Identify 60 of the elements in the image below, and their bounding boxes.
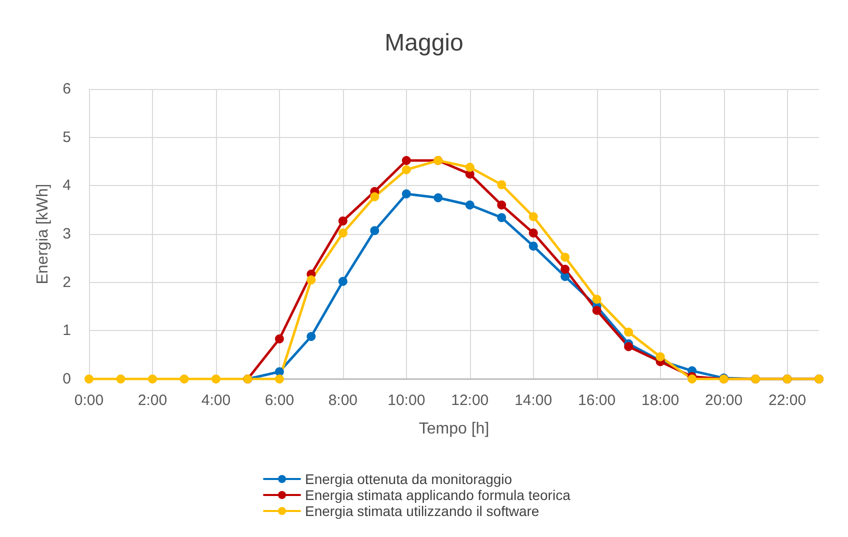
- point: [528, 228, 538, 238]
- x-tick-label: 4:00: [201, 392, 231, 409]
- point: [592, 306, 602, 315]
- y-tick-label: 6: [62, 80, 71, 98]
- x-tick-label: 18:00: [642, 392, 680, 409]
- point: [338, 276, 348, 286]
- point: [434, 193, 443, 202]
- point: [274, 374, 284, 384]
- x-tick-label: 6:00: [264, 392, 294, 409]
- point: [338, 228, 348, 238]
- point: [148, 374, 157, 384]
- x-tick-label: 2:00: [138, 392, 168, 409]
- legend-label: Energia ottenuta da monitoraggio: [305, 471, 512, 487]
- point: [688, 374, 697, 384]
- point: [465, 162, 474, 172]
- point: [497, 200, 506, 210]
- point: [528, 212, 538, 222]
- point: [402, 165, 411, 174]
- point: [465, 200, 474, 210]
- point: [306, 332, 316, 341]
- x-axis-title: Tempo [h]: [418, 420, 490, 438]
- point: [624, 328, 634, 337]
- point: [560, 272, 570, 282]
- point: [84, 374, 94, 384]
- point: [497, 180, 506, 190]
- y-tick-label: 3: [62, 226, 71, 242]
- point: [402, 189, 411, 198]
- point: [560, 264, 570, 274]
- point: [116, 374, 126, 384]
- point: [274, 334, 284, 344]
- x-tick-label: 0:00: [74, 392, 104, 409]
- point: [624, 342, 634, 352]
- legend-label: Energia stimata utilizzando il software: [305, 503, 540, 519]
- y-tick-label: 1: [62, 322, 71, 340]
- point: [370, 226, 380, 236]
- x-tick-label: 10:00: [388, 392, 426, 409]
- point: [592, 294, 602, 304]
- legend-label: Energia stimata applicando formula teorica: [305, 487, 571, 503]
- point: [370, 192, 380, 202]
- chart-title: Maggio: [384, 30, 464, 56]
- point: [497, 213, 506, 222]
- point: [656, 352, 665, 362]
- y-tick-label: 4: [62, 177, 71, 194]
- point: [338, 216, 348, 226]
- point: [180, 374, 189, 384]
- y-axis-title: Energia [kWh]: [34, 184, 52, 284]
- point: [402, 156, 411, 166]
- point: [560, 252, 570, 262]
- x-tick-label: 8:00: [328, 392, 358, 409]
- x-tick-label: 14:00: [514, 392, 552, 409]
- x-tick-label: 20:00: [705, 392, 743, 409]
- x-tick-label: 12:00: [451, 392, 489, 409]
- x-tick-label: 22:00: [768, 392, 806, 409]
- y-tick-label: 0: [62, 370, 71, 388]
- y-tick-label: 5: [62, 128, 71, 146]
- point: [528, 242, 538, 251]
- point: [211, 374, 220, 384]
- x-tick-label: 16:00: [578, 392, 616, 409]
- point: [306, 275, 316, 284]
- y-tick-label: 2: [62, 274, 71, 291]
